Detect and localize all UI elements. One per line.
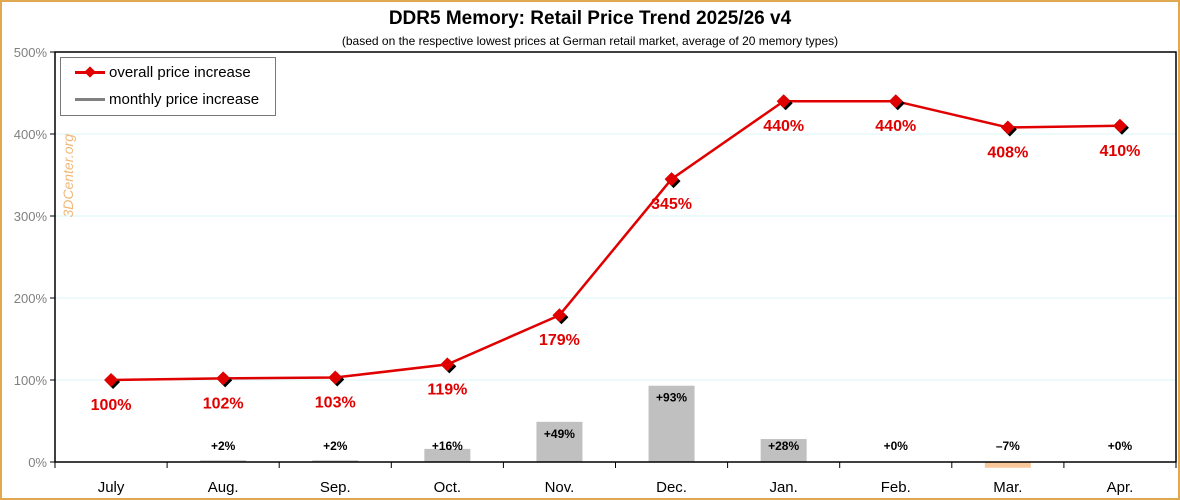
x-tick-label: Mar. [993,479,1022,496]
legend-label: monthly price increase [109,91,260,108]
bar-label: +2% [211,439,236,453]
monthly-bar [760,439,807,462]
monthly-bar [200,460,247,462]
data-point-marker [1000,120,1015,135]
data-label: 179% [539,332,580,349]
data-label: 408% [987,144,1028,161]
data-label: 102% [203,395,244,412]
y-tick-label: 500% [14,45,48,60]
x-tick-label: Apr. [1107,479,1134,496]
data-point-marker [440,357,455,372]
data-point-marker [328,370,343,385]
x-tick-label: Aug. [208,479,239,496]
legend-item-overall: overall price increase [75,64,251,81]
x-tick-label: July [98,479,125,496]
chart-subtitle: (based on the respective lowest prices a… [341,34,839,48]
monthly-bar [424,448,471,462]
data-point-marker [888,94,903,109]
monthly-bar [648,385,695,462]
red-line-diamond-icon [75,66,105,78]
monthly-bar [312,460,359,462]
overall-price-line [111,99,1120,382]
data-point-marker [216,371,231,386]
legend: overall price increase monthly price inc… [60,57,276,116]
y-tick-label: 400% [14,127,48,142]
legend-label: overall price increase [109,64,251,81]
monthly-bar [536,421,583,462]
data-label: 345% [651,196,692,213]
x-tick-label: Oct. [434,479,462,496]
bar-label: +0% [1108,439,1133,453]
bar-label: –7% [996,439,1020,453]
data-point-marker [552,308,567,323]
monthly-bar [984,462,1031,468]
bar-label: +0% [884,439,909,453]
y-tick-label: 100% [14,373,48,388]
watermark: 3DCenter.org [60,134,76,218]
data-label: 103% [315,395,356,412]
bar-label: +49% [544,427,575,441]
data-label: 119% [427,381,467,398]
y-tick-label: 300% [14,209,48,224]
data-label: 440% [875,118,916,135]
x-tick-label: Sep. [320,479,351,496]
data-point-marker [776,94,791,109]
data-label: 440% [763,118,804,135]
data-label: 410% [1099,143,1140,160]
bar-label: +16% [432,439,463,453]
chart-title: DDR5 Memory: Retail Price Trend 2025/26 … [388,8,792,29]
bar-label: +2% [323,439,348,453]
y-tick-label: 200% [14,291,48,306]
bar-label: +28% [768,439,799,453]
y-tick-label: 0% [28,455,47,470]
legend-item-monthly: monthly price increase [75,91,259,108]
x-tick-label: Nov. [545,479,575,496]
x-tick-label: Feb. [881,479,911,496]
x-tick-label: Jan. [769,479,797,496]
data-point-marker [664,172,679,187]
x-tick-label: Dec. [656,479,687,496]
bar-label: +93% [656,391,687,405]
data-label: 100% [91,397,132,414]
data-point-marker [104,373,119,387]
gray-line-icon [75,98,105,101]
data-point-marker [1112,118,1127,133]
